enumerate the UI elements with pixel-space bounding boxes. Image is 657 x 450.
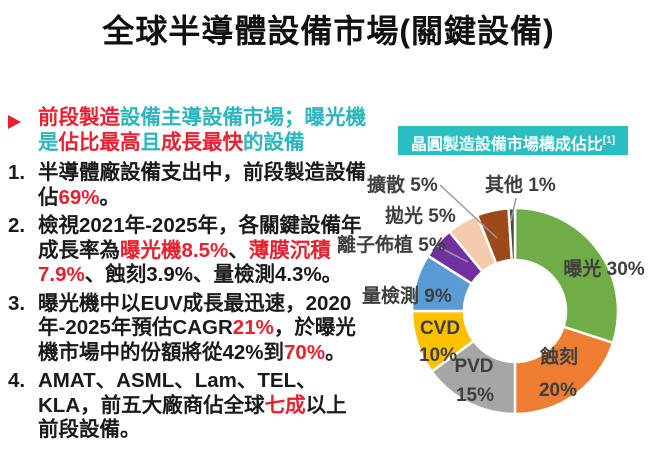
list-number: 3. [8, 291, 26, 315]
text-segment: 21% [232, 316, 274, 339]
chart-title-footnote: [1] [602, 135, 616, 146]
text-segment: 且 [140, 130, 162, 154]
text-segment: AMAT、ASML、Lam、TEL、KLA，前五大廠商佔全球 [38, 369, 317, 417]
leader-line-other [510, 197, 517, 222]
text-segment: 設備主導設備市場；曝光機是 [38, 106, 366, 154]
text-segment: 佔比最高 [58, 130, 141, 154]
chart-title-badge: 晶圓製造設備市場構成佔比[1] [398, 126, 628, 155]
slice-label-pvd: PVD [454, 356, 493, 377]
slice-label-cvd: 10% [419, 345, 457, 366]
text-segment: 檢視2021年-2025年，各關鍵設備年成長率為 [38, 214, 362, 262]
slice-label-other: 其他 1% [485, 173, 556, 196]
slice-label-pvd: 15% [456, 385, 494, 406]
text-segment: 69% [58, 185, 100, 209]
leader-line-diffusion [439, 184, 498, 239]
text-segment: 。 [325, 340, 346, 364]
slice-label-metrology: 量檢測 9% [362, 284, 452, 307]
headline-text: 前段製造設備主導設備市場；曝光機是佔比最高且成長最快的設備 [38, 106, 366, 155]
list-item-4: 4. AMAT、ASML、Lam、TEL、KLA，前五大廠商佔全球七成以上前段設… [8, 369, 366, 443]
donut-slice-other [507, 206, 517, 262]
list-item-text: 檢視2021年-2025年，各關鍵設備年成長率為曝光機8.5%、薄膜沉積7.9%… [38, 214, 366, 288]
text-segment: 以上前段設備。 [38, 393, 347, 442]
slice-label-diffusion: 擴散 5% [367, 173, 438, 196]
chart-title-text: 晶圓製造設備市場構成佔比 [410, 136, 603, 154]
text-segment: 曝光機中以EUV成長最迅速，2020年-2025年預估CAGR [38, 291, 352, 340]
arrow-bullet-icon [8, 106, 38, 155]
slice-label-etch: 20% [539, 380, 577, 401]
text-segment: ，於曝光機市場中的份額將從42%到 [38, 316, 356, 364]
list-number: 4. [8, 369, 26, 392]
list-item-1: 1. 半導體廠設備支出中，前段製造設備佔69%。 [8, 161, 366, 210]
page-title: 全球半導體設備市場(關鍵設備) [102, 13, 555, 49]
slice-label-cvd: CVD [420, 318, 460, 339]
donut-chart-svg: 曝光 30% 蝕刻 20% PVD 15% CVD 10% 量檢測 9% 離子佈植 5% 拋光 5… [337, 173, 645, 416]
text-segment: 、 [228, 238, 249, 262]
slice-label-polish: 拋光 5% [385, 204, 456, 227]
text-segment: 70% [284, 340, 326, 364]
donut-slice-etch [513, 325, 615, 416]
leader-line-ion-implant [436, 245, 469, 263]
text-segment: 成長最快 [161, 130, 243, 154]
text-segment: 半導體廠設備支出中，前段製造設備佔 [38, 161, 366, 209]
list-item-3: 3. 曝光機中以EUV成長最迅速，2020年-2025年預估CAGR21%，於曝… [8, 292, 366, 366]
text-segment: 。 [99, 185, 121, 209]
text-segment: 薄膜沉積7.9% [38, 238, 331, 287]
headline-bullet: 前段製造設備主導設備市場；曝光機是佔比最高且成長最快的設備 [8, 106, 366, 155]
slice-label-ion-implant: 離子佈植 5% [337, 233, 446, 256]
list-item-text: 半導體廠設備支出中，前段製造設備佔69%。 [38, 161, 366, 210]
list-item-2: 2. 檢視2021年-2025年，各關鍵設備年成長率為曝光機8.5%、薄膜沉積7… [8, 214, 366, 288]
text-segment: 、蝕刻3.9%、量檢測4.3%。 [84, 263, 343, 286]
key-points-panel: 前段製造設備主導設備市場；曝光機是佔比最高且成長最快的設備 1. 半導體廠設備支… [8, 106, 366, 447]
list-item-text: AMAT、ASML、Lam、TEL、KLA，前五大廠商佔全球七成以上前段設備。 [38, 369, 366, 443]
slice-label-exposure: 曝光 30% [563, 257, 644, 280]
text-segment: 前段製造 [38, 106, 120, 129]
list-number: 2. [8, 214, 26, 237]
list-item-text: 曝光機中以EUV成長最迅速，2020年-2025年預估CAGR21%，於曝光機市… [38, 292, 366, 366]
donut-chart: 曝光 30% 蝕刻 20% PVD 15% CVD 10% 量檢測 9% 離子佈植 5% 拋光 5… [330, 163, 657, 445]
text-segment: 的設備 [243, 130, 305, 154]
list-number: 1. [8, 161, 26, 184]
donut-slice-exposure [513, 206, 620, 345]
text-segment: 曝光機8.5% [120, 238, 229, 262]
text-segment: 七成 [264, 393, 306, 417]
slice-label-etch: 蝕刻 [539, 345, 578, 368]
